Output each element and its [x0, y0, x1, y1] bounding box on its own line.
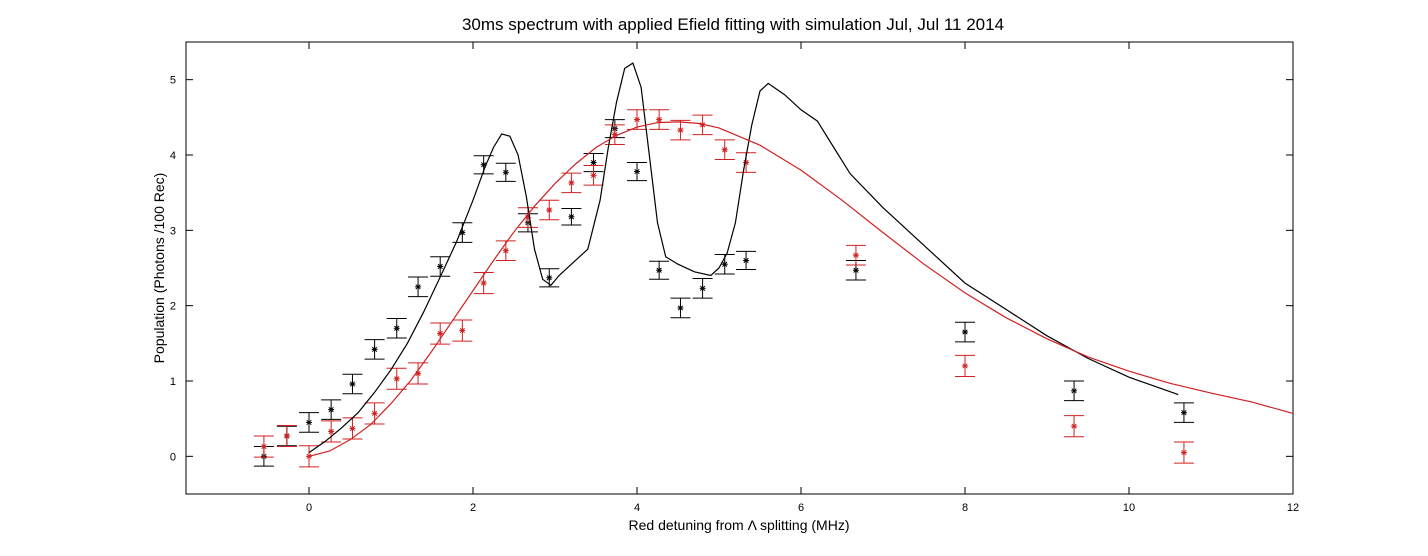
x-tick-label: 12: [1287, 502, 1299, 514]
data-point: [1180, 409, 1187, 416]
data-point: [568, 179, 575, 186]
data-point: [415, 283, 422, 290]
series-1: [253, 109, 1194, 468]
x-tick-label: 10: [1123, 502, 1135, 514]
x-tick-label: 8: [962, 502, 968, 514]
data-point: [371, 410, 378, 417]
data-point: [371, 346, 378, 353]
x-axis-label: Red detuning from Λ splitting (MHz): [629, 517, 850, 533]
chart-title: 30ms spectrum with applied Efield fittin…: [462, 15, 1004, 34]
y-tick-label: 1: [170, 376, 176, 388]
simulation-curve: [308, 62, 1179, 454]
y-tick-label: 3: [170, 225, 176, 237]
data-point: [437, 330, 444, 337]
simulation-curve: [308, 121, 1294, 457]
data-point: [1071, 423, 1078, 430]
data-point: [721, 146, 728, 153]
data-point: [349, 425, 356, 432]
data-point: [437, 263, 444, 270]
data-point: [656, 267, 663, 274]
data-point: [306, 419, 312, 426]
data-point: [743, 257, 750, 264]
data-point: [328, 428, 335, 435]
data-point: [502, 169, 509, 176]
data-point: [260, 443, 267, 450]
y-tick-label: 2: [170, 301, 176, 313]
data-point: [393, 325, 400, 332]
y-tick-label: 4: [170, 150, 176, 162]
data-point: [743, 159, 750, 166]
data-point: [546, 206, 553, 213]
series-3: [308, 121, 1294, 457]
data-point: [721, 261, 728, 268]
data-point: [590, 172, 597, 179]
x-tick-label: 2: [470, 502, 476, 514]
data-point: [962, 329, 968, 336]
data-point: [502, 247, 509, 254]
x-tick-label: 6: [798, 502, 804, 514]
series-2: [308, 62, 1179, 454]
y-axis-label: Population (Photons /100 Rec): [151, 173, 167, 364]
y-tick-label: 0: [170, 451, 176, 463]
plot-area: [185, 41, 1294, 495]
data-point: [1071, 387, 1078, 394]
data-point: [677, 304, 684, 311]
y-axis-ticks: 0 1 2 3 4 5: [170, 75, 1293, 463]
data-point: [328, 406, 335, 413]
data-point: [634, 168, 640, 175]
data-point: [590, 159, 597, 166]
x-tick-label: 0: [306, 502, 312, 514]
x-axis-ticks: 0 2 4 6 8 10 12: [306, 42, 1299, 514]
data-point: [568, 213, 575, 220]
x-tick-label: 4: [634, 502, 640, 514]
data-point: [283, 432, 290, 439]
data-point: [393, 375, 400, 382]
data-point: [480, 280, 487, 287]
series-layer: [253, 62, 1294, 468]
data-point: [677, 127, 684, 134]
data-point: [459, 327, 466, 334]
data-point: [852, 252, 859, 259]
data-point: [962, 362, 968, 369]
data-point: [349, 381, 356, 388]
data-point: [546, 274, 553, 281]
y-tick-label: 5: [170, 75, 176, 87]
data-point: [852, 267, 859, 274]
data-point: [1180, 449, 1187, 456]
data-point: [634, 116, 640, 123]
data-point: [656, 116, 663, 123]
data-point: [699, 285, 706, 292]
